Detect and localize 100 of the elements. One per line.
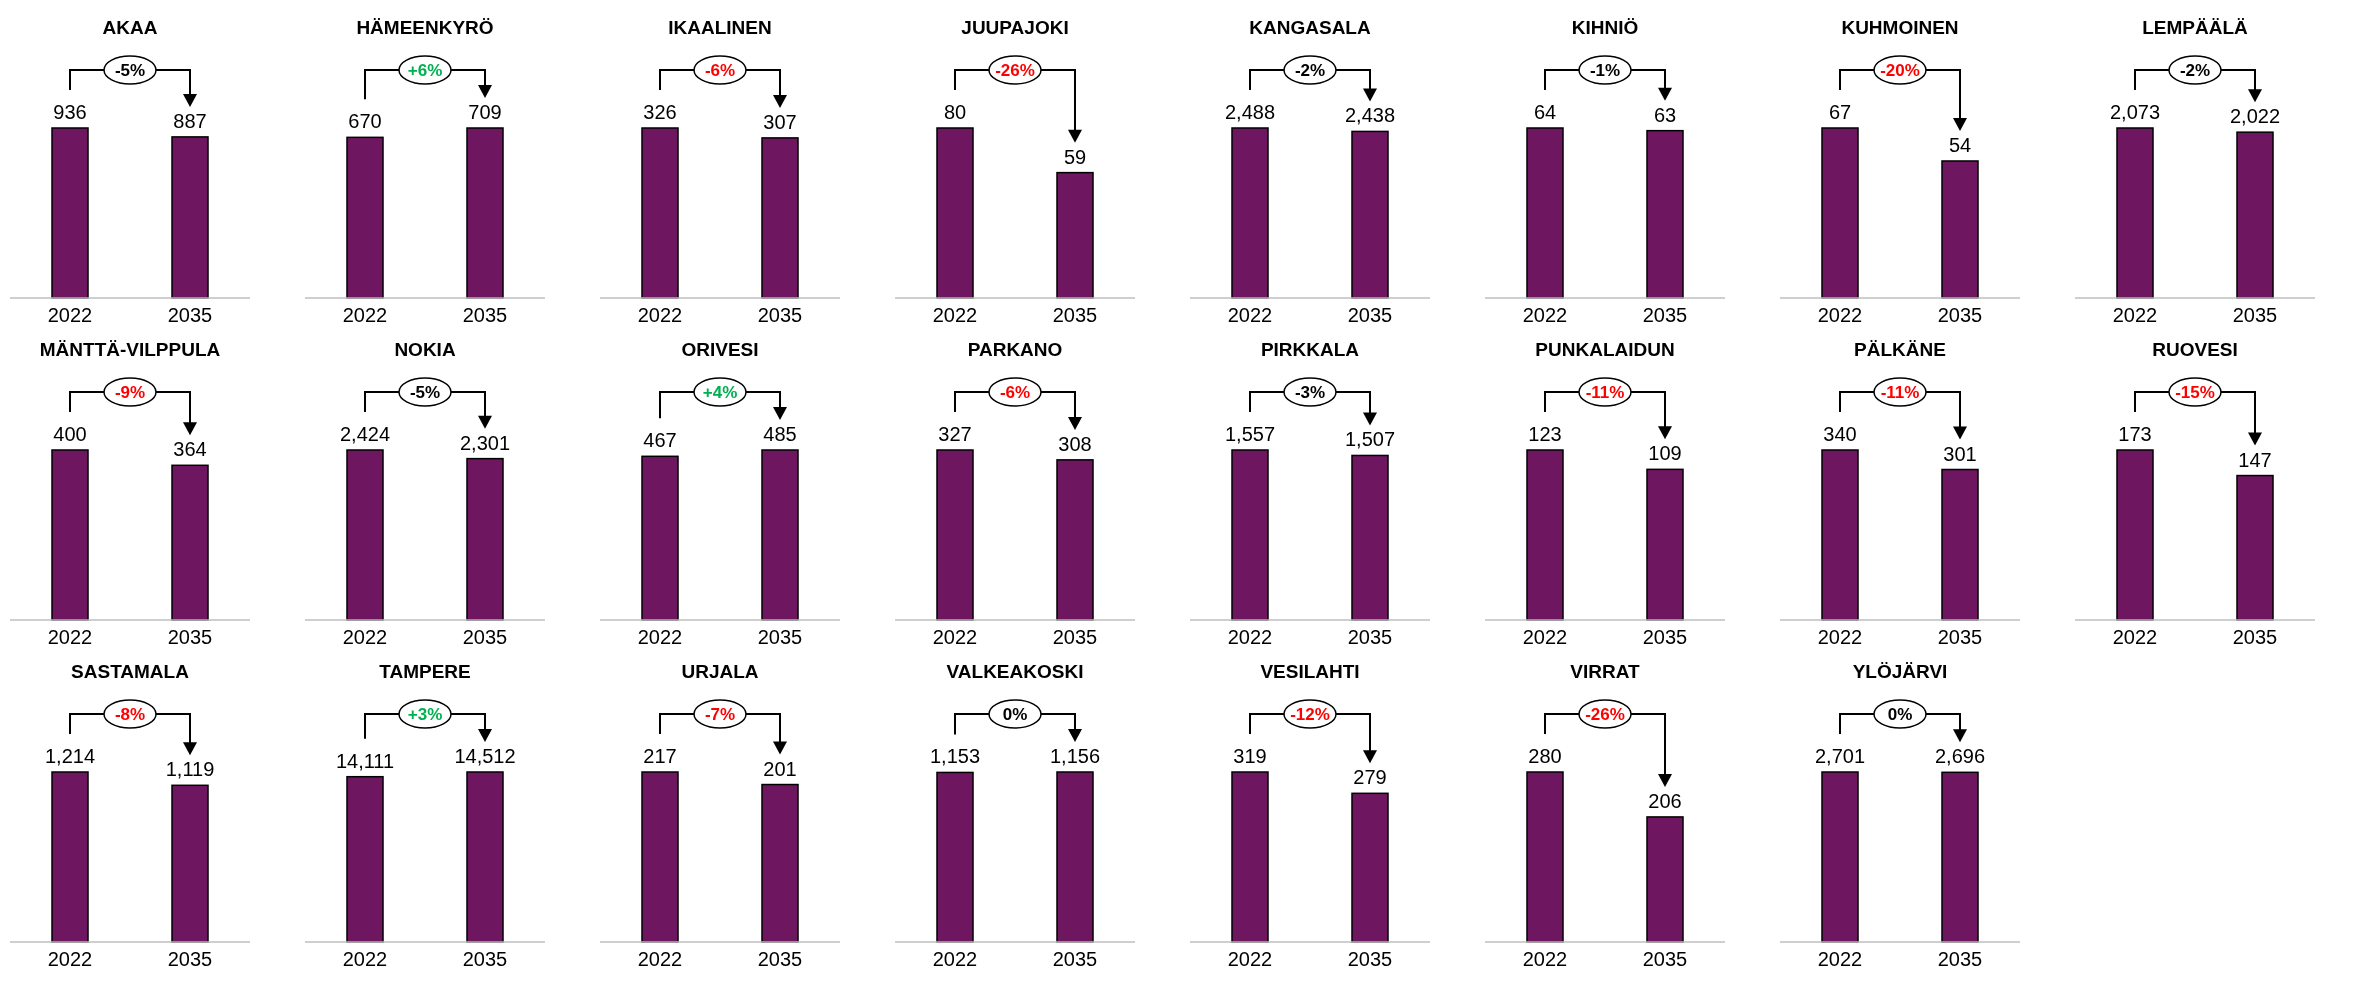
- data-label: 1,156: [1049, 745, 1101, 767]
- text: -6%: [999, 383, 1031, 402]
- text: -8%: [114, 705, 146, 724]
- x-tick-label: 2035: [757, 948, 803, 970]
- x-tick-label: 2035: [462, 948, 508, 970]
- chart-title: PUNKALAIDUN: [1535, 339, 1675, 360]
- chart-title: KANGASALA: [1249, 17, 1371, 38]
- data-label: 319: [1233, 745, 1267, 767]
- data-label: 201: [763, 757, 797, 780]
- text: -15%: [2175, 383, 2215, 402]
- data-label: 123: [1528, 423, 1562, 445]
- x-tick-label: 2035: [757, 626, 803, 648]
- data-label: 59: [1063, 145, 1087, 168]
- chart-title: LEMPÄÄLÄ: [2142, 17, 2249, 38]
- x-tick-label: 2035: [1642, 304, 1688, 326]
- text: 0%: [1002, 705, 1028, 724]
- data-label: 301: [1943, 442, 1977, 465]
- x-tick-label: 2035: [167, 304, 213, 326]
- x-tick-label: 2022: [1817, 626, 1863, 648]
- x-tick-label: 2022: [1817, 948, 1863, 970]
- text: -5%: [114, 61, 146, 80]
- data-label: 2,438: [1344, 104, 1396, 127]
- data-label: 307: [763, 110, 797, 133]
- data-label: 670: [348, 110, 382, 133]
- data-label: 279: [1353, 766, 1387, 789]
- data-label: 1,557: [1224, 423, 1276, 445]
- text: +4%: [702, 383, 738, 402]
- data-label: 14,111: [335, 749, 395, 772]
- text: -9%: [114, 383, 146, 402]
- data-label: 217: [643, 745, 677, 767]
- x-tick-label: 2035: [2232, 304, 2278, 326]
- x-tick-label: 2035: [1937, 626, 1983, 648]
- data-label: 14,512: [454, 745, 516, 767]
- chart-title: PIRKKALA: [1260, 339, 1360, 360]
- chart-title: MÄNTTÄ-VILPPULA: [39, 339, 221, 360]
- x-tick-label: 2022: [1817, 304, 1863, 326]
- x-tick-label: 2022: [1522, 304, 1568, 326]
- x-tick-label: 2035: [462, 626, 508, 648]
- text: -5%: [409, 383, 441, 402]
- data-label: 400: [53, 423, 87, 445]
- data-label: 1,507: [1344, 428, 1396, 451]
- chart-title: VIRRAT: [1570, 661, 1641, 682]
- chart-title: YLÖJÄRVI: [1852, 661, 1948, 682]
- text: -26%: [1585, 705, 1625, 724]
- data-label: 1,153: [929, 745, 981, 768]
- data-label: 54: [1948, 133, 1972, 156]
- data-label: 206: [1648, 789, 1682, 812]
- text: +3%: [407, 705, 443, 724]
- x-tick-label: 2022: [342, 948, 388, 970]
- x-tick-label: 2022: [1227, 948, 1273, 970]
- chart-title: KIHNIÖ: [1571, 17, 1639, 38]
- data-label: 280: [1528, 745, 1562, 767]
- chart-title: RUOVESI: [2152, 339, 2238, 360]
- text: +6%: [407, 61, 443, 80]
- chart-title: KUHMOINEN: [1841, 17, 1959, 38]
- data-label: 109: [1648, 442, 1682, 465]
- data-label: 936: [53, 101, 87, 123]
- x-tick-label: 2035: [1937, 948, 1983, 970]
- data-label: 173: [2118, 423, 2152, 445]
- chart-title: VALKEAKOSKI: [946, 661, 1084, 682]
- x-tick-label: 2035: [1052, 626, 1098, 648]
- x-tick-label: 2022: [342, 626, 388, 648]
- text: -3%: [1294, 383, 1326, 402]
- data-label: 1,214: [44, 745, 96, 767]
- data-label: 709: [468, 101, 502, 123]
- x-tick-label: 2022: [47, 626, 93, 648]
- text: -2%: [1294, 61, 1326, 80]
- x-tick-label: 2035: [1052, 304, 1098, 326]
- text: -12%: [1290, 705, 1330, 724]
- x-tick-label: 2035: [757, 304, 803, 326]
- text: -1%: [1589, 61, 1621, 80]
- chart-title: VESILAHTI: [1260, 661, 1360, 682]
- data-label: 364: [173, 438, 207, 461]
- data-label: 67: [1828, 101, 1852, 123]
- chart-title: TAMPERE: [379, 661, 471, 682]
- x-tick-label: 2022: [47, 948, 93, 970]
- data-label: 327: [938, 423, 972, 445]
- chart-title: URJALA: [681, 661, 759, 682]
- x-tick-label: 2022: [1227, 304, 1273, 326]
- x-tick-label: 2035: [1642, 948, 1688, 970]
- data-label: 2,488: [1224, 101, 1276, 123]
- x-tick-label: 2035: [1937, 304, 1983, 326]
- data-label: 467: [643, 429, 677, 452]
- x-tick-label: 2035: [1347, 948, 1393, 970]
- data-label: 887: [173, 109, 207, 132]
- text: -11%: [1585, 383, 1625, 402]
- text: -20%: [1880, 61, 1920, 80]
- chart-title: IKAALINEN: [668, 17, 772, 38]
- x-tick-label: 2022: [2112, 626, 2158, 648]
- data-label: 2,424: [339, 423, 391, 445]
- data-label: 2,301: [459, 431, 511, 454]
- data-label: 308: [1058, 432, 1092, 455]
- chart-title: PÄLKÄNE: [1854, 339, 1946, 360]
- chart-title: PARKANO: [967, 339, 1063, 360]
- x-tick-label: 2035: [2232, 626, 2278, 648]
- text: 0%: [1887, 705, 1913, 724]
- x-tick-label: 2022: [637, 304, 683, 326]
- text: -6%: [704, 61, 736, 80]
- chart-title: JUUPAJOKI: [961, 17, 1069, 38]
- data-label: 1,119: [165, 758, 215, 781]
